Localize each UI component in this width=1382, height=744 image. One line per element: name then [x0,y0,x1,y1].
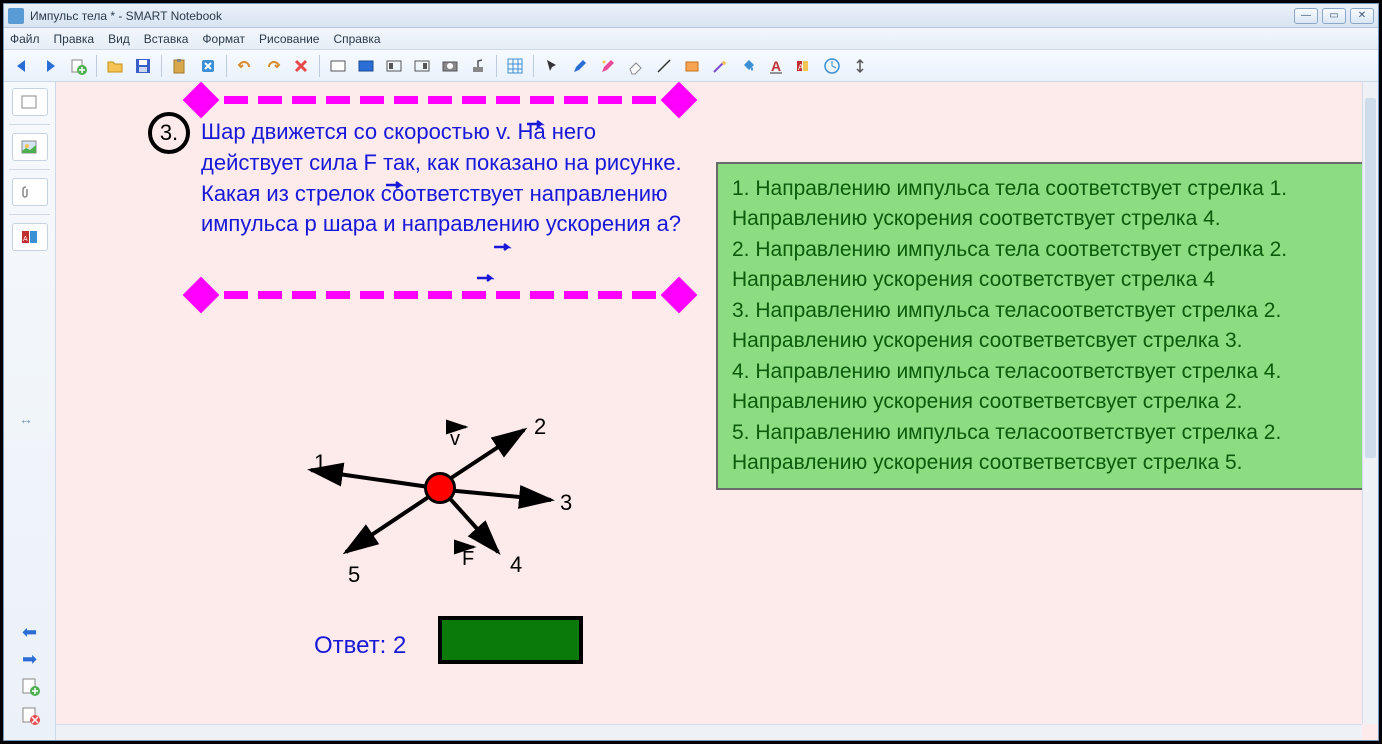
redo-button[interactable] [261,54,285,78]
creative-pen-tool[interactable] [596,54,620,78]
text-tool[interactable]: A [764,54,788,78]
side-panel: A ↔ ⬅ ➡ [4,82,56,740]
decoration-diamond [183,82,220,118]
decoration-dashes [224,291,656,299]
delete-page-side-button[interactable] [20,705,40,728]
table-button[interactable] [503,54,527,78]
answer-option-4: 4. Направлению импульса теласоответствуе… [732,357,1360,418]
menu-help[interactable]: Справка [333,32,380,46]
gallery-tab[interactable] [12,133,48,161]
menu-edit[interactable]: Правка [54,32,95,46]
answer-option-1: 1. Направлению импульса тела соответству… [732,174,1360,235]
maximize-button[interactable]: ▭ [1322,8,1346,24]
f-label: F [462,548,474,571]
answers-box: 1. Направлению импульса тела соответству… [716,162,1376,490]
answer-label: Ответ: 2 [314,632,406,660]
measure-tool[interactable] [820,54,844,78]
clear-button[interactable] [289,54,313,78]
decoration-diamond [183,277,220,314]
select-tool[interactable] [540,54,564,78]
add-page-button[interactable] [66,54,90,78]
svg-text:A: A [771,58,781,74]
question-text: Шар движется со скоростью v. На него дей… [201,117,701,240]
line-tool[interactable] [652,54,676,78]
ball-shape [424,472,456,504]
add-page-side-button[interactable] [20,676,40,699]
arrow-label-2: 2 [534,414,546,440]
magic-pen-tool[interactable] [708,54,732,78]
fill-tool[interactable] [736,54,760,78]
arrow-label-4: 4 [510,552,522,578]
screen2-button[interactable] [354,54,378,78]
answer-indicator [438,616,583,664]
properties-tab[interactable]: A [12,223,48,251]
page-sorter-tab[interactable] [12,88,48,116]
page-canvas[interactable]: 3. Шар движется со скоростью v. На него … [56,82,1378,740]
menu-file[interactable]: Файл [10,32,40,46]
window-title: Импульс тела * - SMART Notebook [30,9,1294,23]
screen3-button[interactable] [382,54,406,78]
screen1-button[interactable] [326,54,350,78]
properties-tool[interactable]: A [792,54,816,78]
delete-button[interactable] [196,54,220,78]
menu-view[interactable]: Вид [108,32,130,46]
titlebar: Импульс тела * - SMART Notebook — ▭ ✕ [4,4,1378,28]
svg-text:A: A [798,63,804,72]
answer-option-2: 2. Направлению импульса тела соответству… [732,235,1360,296]
horizontal-scrollbar[interactable] [56,724,1362,740]
doc-cam-button[interactable] [466,54,490,78]
arrow-label-5: 5 [348,562,360,588]
app-window: Импульс тела * - SMART Notebook — ▭ ✕ Фа… [3,3,1379,741]
canvas-area: 3. Шар движется со скоростью v. На него … [56,82,1378,740]
eraser-tool[interactable] [624,54,648,78]
answer-option-5: 5. Направлению импульса теласоответствуе… [732,418,1360,479]
next-page-button[interactable]: ➡ [22,649,37,670]
resize-handle-icon[interactable]: ↔ [19,411,33,427]
attachments-tab[interactable] [12,178,48,206]
question-text-content: Шар движется со скоростью v. На него дей… [201,119,682,236]
question-number: 3. [148,112,190,154]
shape-tool[interactable] [680,54,704,78]
vector-diagram: 1 2 3 4 5 v F [266,352,586,592]
pen-tool[interactable] [568,54,592,78]
v-label: v [450,428,460,451]
workspace: A ↔ ⬅ ➡ 3. Шар движется со скоростью v. … [4,82,1378,740]
save-button[interactable] [131,54,155,78]
menu-insert[interactable]: Вставка [144,32,189,46]
open-button[interactable] [103,54,127,78]
arrow-label-1: 1 [314,450,326,476]
vertical-scrollbar[interactable] [1362,82,1378,724]
menu-format[interactable]: Формат [202,32,245,46]
arrow-label-3: 3 [560,490,572,516]
menubar: Файл Правка Вид Вставка Формат Рисование… [4,28,1378,50]
forward-button[interactable] [38,54,62,78]
svg-text:A: A [23,236,28,243]
screen4-button[interactable] [410,54,434,78]
back-button[interactable] [10,54,34,78]
app-icon [8,8,24,24]
prev-page-button[interactable]: ⬅ [22,622,37,643]
answer-option-3: 3. Направлению импульса теласоответствуе… [732,296,1360,357]
decoration-diamond [661,82,698,118]
camera-button[interactable] [438,54,462,78]
menu-draw[interactable]: Рисование [259,32,319,46]
toolbar: A A [4,50,1378,82]
decoration-dashes [224,96,656,104]
undo-button[interactable] [233,54,257,78]
paste-button[interactable] [168,54,192,78]
move-toolbar-button[interactable] [848,54,872,78]
minimize-button[interactable]: — [1294,8,1318,24]
close-button[interactable]: ✕ [1350,8,1374,24]
decoration-diamond [661,277,698,314]
